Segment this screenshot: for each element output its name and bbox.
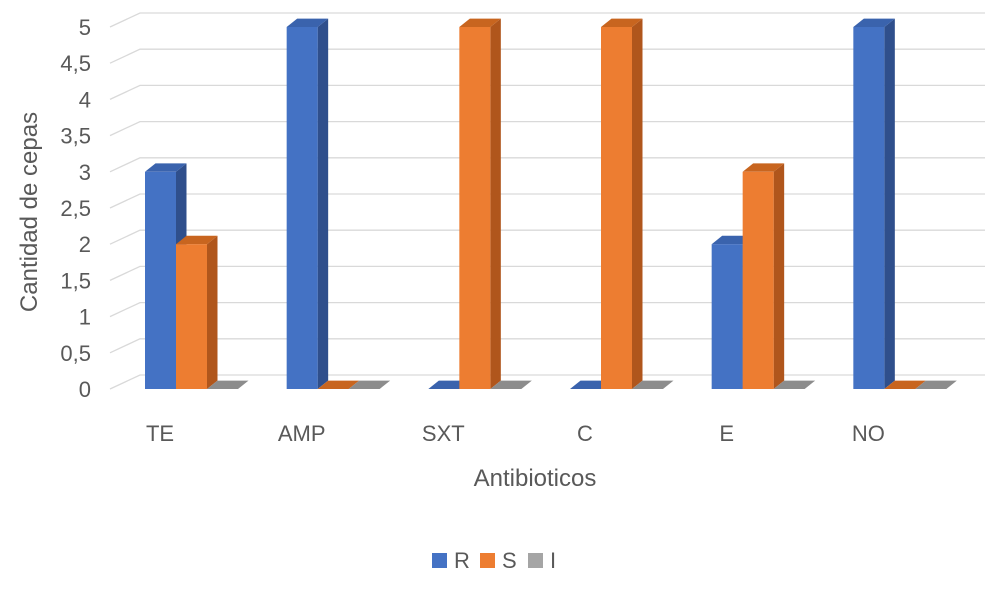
gridline — [109, 12, 985, 28]
bar-front — [853, 27, 885, 389]
legend-swatch — [432, 553, 447, 568]
legend-label: R — [454, 548, 470, 573]
bar-top — [884, 380, 926, 389]
gridline — [109, 301, 985, 318]
x-tick-label: C — [577, 421, 593, 446]
legend-item-I: I — [528, 548, 556, 573]
gridline — [109, 374, 985, 390]
bar-I-AMP — [348, 380, 391, 389]
bar-front — [176, 244, 207, 389]
bar-top — [207, 380, 249, 389]
gridline — [109, 338, 985, 354]
bar-S-SXT — [459, 18, 501, 389]
bar-S-NO — [884, 380, 926, 389]
gridline — [109, 48, 985, 64]
bar-S-AMP — [317, 380, 360, 389]
x-axis-label: Antibioticos — [474, 465, 597, 492]
y-tick-label: 3 — [79, 160, 91, 185]
x-tick-label: E — [719, 421, 734, 446]
legend-swatch — [528, 553, 543, 568]
y-axis-ticks: 0 0,5 1 1,5 2 2,5 3 3,5 4 4,5 5 — [60, 15, 91, 402]
bar-front — [286, 27, 318, 389]
gridline — [109, 193, 985, 209]
bar-top — [348, 380, 391, 389]
x-tick-label: AMP — [278, 421, 326, 446]
bar-front — [742, 171, 774, 389]
bar-top — [459, 18, 501, 27]
gridlines — [109, 12, 985, 390]
x-tick-label: NO — [852, 421, 885, 446]
y-tick-label: 2 — [79, 232, 91, 257]
y-tick-label: 5 — [79, 15, 91, 40]
legend-item-S: S — [480, 548, 517, 573]
bar-front — [711, 244, 743, 389]
bar-front — [145, 171, 176, 389]
gridline — [109, 84, 985, 100]
bar-top — [773, 380, 816, 389]
y-tick-label: 0,5 — [60, 341, 91, 366]
bar-front — [459, 27, 491, 389]
y-tick-label: 1,5 — [60, 268, 91, 293]
bar-side — [884, 18, 895, 389]
bar-S-E — [742, 163, 785, 389]
y-axis-label: Cantidad de cepas — [16, 112, 43, 312]
x-tick-label: SXT — [422, 421, 465, 446]
bar-top — [632, 380, 674, 389]
legend-swatch — [480, 553, 495, 568]
bar-top — [853, 18, 895, 27]
bar-I-E — [773, 380, 816, 389]
bar-top — [915, 380, 957, 389]
legend-item-R: R — [432, 548, 470, 573]
bar-side — [632, 18, 643, 389]
bar-side — [773, 163, 785, 389]
y-tick-label: 3,5 — [60, 124, 91, 149]
bars — [145, 18, 957, 389]
bar-I-TE — [207, 380, 249, 389]
bar-R-NO — [853, 18, 895, 389]
bar-top — [317, 380, 360, 389]
bar-R-AMP — [286, 18, 329, 389]
y-tick-label: 1 — [79, 305, 91, 330]
bar-I-C — [632, 380, 674, 389]
bar-I-NO — [915, 380, 957, 389]
y-tick-label: 2,5 — [60, 196, 91, 221]
bar-top — [742, 163, 785, 172]
gridline — [109, 157, 985, 173]
gridline — [109, 229, 985, 245]
gridline — [109, 265, 985, 281]
bar-top — [490, 380, 532, 389]
bar-S-C — [601, 18, 643, 389]
y-tick-label: 4,5 — [60, 51, 91, 76]
bar-side — [317, 18, 329, 389]
bar-top — [145, 163, 187, 172]
bar-top — [286, 18, 329, 27]
bar-top — [601, 18, 643, 27]
y-tick-label: 4 — [79, 87, 91, 112]
bar-front — [601, 27, 632, 389]
bar-side — [490, 18, 501, 389]
gridline — [109, 120, 985, 137]
bar-S-TE — [176, 235, 218, 389]
legend-label: S — [502, 548, 517, 573]
bar-side — [207, 235, 218, 389]
bar-I-SXT — [490, 380, 532, 389]
legend-label: I — [550, 548, 556, 573]
x-tick-label: TE — [146, 421, 174, 446]
bar-top — [176, 235, 218, 245]
x-axis-ticks: TE AMP SXT C E NO — [146, 421, 885, 446]
y-tick-label: 0 — [79, 377, 91, 402]
